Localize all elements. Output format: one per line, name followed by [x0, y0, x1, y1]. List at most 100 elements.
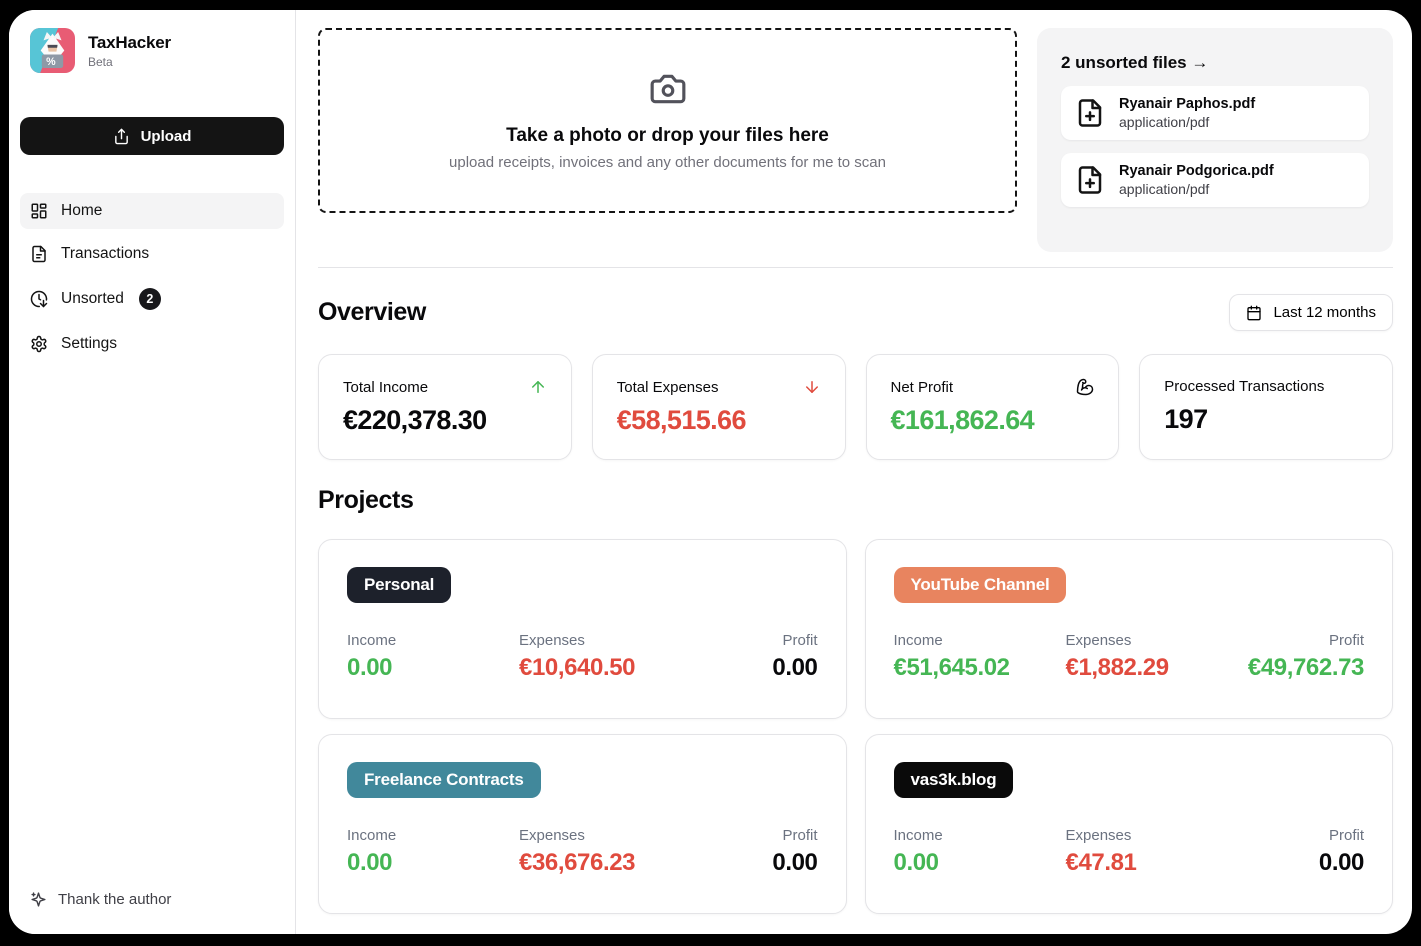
app-title: TaxHacker	[88, 32, 171, 52]
stat-label: Net Profit	[890, 378, 954, 396]
project-badge: Freelance Contracts	[347, 762, 541, 798]
expenses-value: €10,640.50	[519, 654, 636, 681]
profit-value: €49,762.73	[1247, 654, 1365, 681]
sidebar: % TaxHacker Beta Upload Home	[9, 10, 296, 934]
sidebar-nav: Home Transactions Unsorted 2 Settings	[20, 193, 284, 362]
sidebar-item-label: Transactions	[61, 245, 150, 262]
project-badge: YouTube Channel	[893, 567, 1067, 603]
sidebar-item-transactions[interactable]: Transactions	[20, 236, 284, 272]
camera-icon	[649, 70, 687, 108]
project-card-freelance-contracts[interactable]: Freelance Contracts Income 0.00 Expenses…	[318, 734, 847, 914]
stat-label: Processed Transactions	[1164, 378, 1325, 395]
dashboard-icon	[30, 202, 48, 220]
file-plus-icon	[1075, 165, 1105, 195]
income-label: Income	[893, 827, 943, 844]
file-dropzone[interactable]: Take a photo or drop your files here upl…	[318, 28, 1017, 213]
period-label: Last 12 months	[1273, 304, 1376, 321]
svg-text:%: %	[46, 56, 56, 68]
brand: % TaxHacker Beta	[30, 28, 284, 73]
profit-value: 0.00	[772, 849, 818, 876]
dropzone-title: Take a photo or drop your files here	[506, 125, 829, 146]
stat-card-total-income: Total Income €220,378.30	[318, 354, 572, 460]
file-card[interactable]: Ryanair Paphos.pdf application/pdf	[1061, 86, 1369, 140]
expenses-label: Expenses	[1065, 827, 1132, 844]
project-badge: vas3k.blog	[893, 762, 1014, 798]
expenses-value: €47.81	[1065, 849, 1137, 876]
projects-grid: Personal Income 0.00 Expenses €10,640.50…	[318, 539, 1393, 914]
overview-title: Overview	[318, 298, 426, 326]
file-name: Ryanair Paphos.pdf	[1119, 96, 1256, 112]
income-value: 0.00	[347, 654, 393, 681]
clock-arrow-icon	[30, 290, 48, 308]
gear-icon	[30, 335, 48, 353]
stat-card-net-profit: Net Profit €161,862.64	[865, 354, 1120, 460]
upload-button[interactable]: Upload	[20, 117, 284, 155]
file-card[interactable]: Ryanair Podgorica.pdf application/pdf	[1061, 153, 1369, 207]
expenses-value: €1,882.29	[1065, 654, 1170, 681]
expenses-label: Expenses	[519, 827, 585, 844]
sparkles-icon	[30, 891, 47, 908]
dropzone-subtitle: upload receipts, invoices and any other …	[449, 154, 886, 171]
sidebar-item-home[interactable]: Home	[20, 193, 284, 229]
beta-badge: Beta	[88, 54, 113, 69]
project-card-youtube-channel[interactable]: YouTube Channel Income €51,645.02 Expens…	[864, 539, 1393, 719]
profit-value: 0.00	[772, 654, 818, 681]
thank-author-link[interactable]: Thank the author	[20, 885, 284, 914]
expenses-value: €36,676.23	[519, 849, 636, 876]
biceps-icon	[1076, 378, 1094, 396]
profit-label: Profit	[782, 632, 818, 649]
section-divider	[318, 267, 1393, 268]
thank-author-label: Thank the author	[58, 891, 172, 908]
stat-value: €220,378.30	[343, 405, 487, 435]
stat-label: Total Expenses	[616, 378, 719, 396]
sidebar-item-settings[interactable]: Settings	[20, 326, 284, 362]
file-type: application/pdf	[1119, 181, 1210, 197]
sidebar-item-label: Settings	[61, 335, 118, 352]
overview-stats: Total Income €220,378.30 Total Expenses …	[318, 354, 1393, 460]
unsorted-files-panel: 2 unsorted files → Ryanair Paphos.pdf ap…	[1037, 28, 1393, 252]
income-value: 0.00	[893, 849, 940, 876]
profit-label: Profit	[1328, 632, 1364, 649]
file-type: application/pdf	[1119, 114, 1210, 130]
file-name: Ryanair Podgorica.pdf	[1119, 163, 1274, 179]
stat-card-total-expenses: Total Expenses €58,515.66	[591, 354, 846, 460]
income-label: Income	[347, 632, 397, 649]
stat-value: €58,515.66	[616, 405, 747, 435]
income-value: €51,645.02	[893, 654, 1011, 681]
main-content: Take a photo or drop your files here upl…	[296, 10, 1412, 934]
stat-value: 197	[1164, 404, 1208, 434]
upload-icon	[113, 128, 130, 145]
expenses-label: Expenses	[1065, 632, 1132, 649]
arrow-up-icon	[529, 378, 547, 396]
unsorted-count-badge: 2	[138, 288, 161, 310]
top-row: Take a photo or drop your files here upl…	[318, 28, 1393, 252]
app-window: % TaxHacker Beta Upload Home	[9, 10, 1412, 934]
unsorted-files-link[interactable]: 2 unsorted files →	[1061, 53, 1209, 72]
file-plus-icon	[1075, 98, 1105, 128]
profit-label: Profit	[1328, 827, 1364, 844]
sidebar-item-label: Unsorted	[61, 290, 124, 307]
arrow-down-icon	[803, 378, 821, 396]
stat-card-processed-transactions: Processed Transactions 197	[1139, 354, 1393, 460]
brand-text: TaxHacker Beta	[88, 33, 171, 69]
sidebar-item-unsorted[interactable]: Unsorted 2	[20, 279, 284, 319]
project-card-vas3k-blog[interactable]: vas3k.blog Income 0.00 Expenses €47.81 P…	[864, 734, 1393, 914]
app-logo-icon: %	[30, 28, 75, 73]
upload-label: Upload	[140, 127, 192, 145]
project-badge: Personal	[347, 567, 452, 603]
stat-label: Total Income	[343, 378, 429, 396]
projects-title: Projects	[318, 486, 414, 514]
profit-label: Profit	[782, 827, 818, 844]
stat-value: €161,862.64	[890, 405, 1035, 435]
sidebar-item-label: Home	[61, 202, 103, 219]
period-selector-button[interactable]: Last 12 months	[1229, 294, 1393, 331]
project-card-personal[interactable]: Personal Income 0.00 Expenses €10,640.50…	[318, 539, 847, 719]
income-label: Income	[347, 827, 397, 844]
file-text-icon	[30, 245, 48, 263]
income-label: Income	[893, 632, 943, 649]
overview-header: Overview Last 12 months	[318, 294, 1393, 331]
expenses-label: Expenses	[519, 632, 585, 649]
calendar-icon	[1246, 305, 1262, 321]
income-value: 0.00	[347, 849, 393, 876]
profit-value: 0.00	[1318, 849, 1365, 876]
